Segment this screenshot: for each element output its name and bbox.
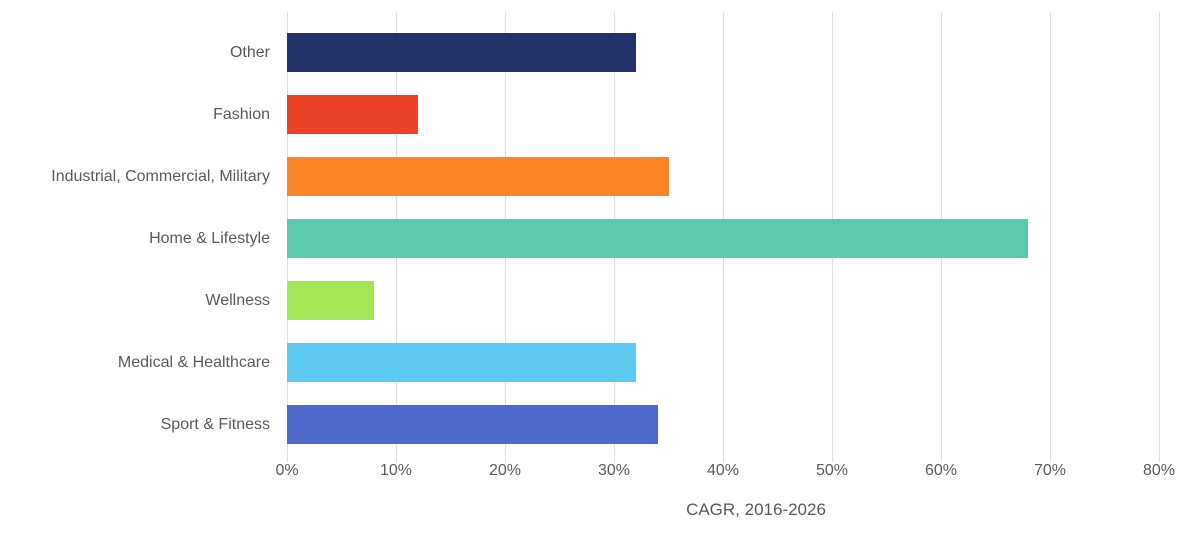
x-tick-label: 10% (379, 462, 413, 479)
x-tick-label: 80% (1142, 462, 1176, 479)
x-tick-label: 30% (597, 462, 631, 479)
bar (287, 343, 636, 382)
gridline (1159, 12, 1160, 462)
bar (287, 95, 418, 134)
bar (287, 219, 1029, 258)
x-tick-label: 0% (275, 462, 299, 479)
bar (287, 281, 375, 320)
category-label: Fashion (213, 105, 270, 123)
x-tick-label: 40% (706, 462, 740, 479)
x-tick-label: 70% (1033, 462, 1067, 479)
x-tick-label: 20% (488, 462, 522, 479)
plot-area (287, 12, 1160, 462)
bar (287, 405, 658, 444)
category-label: Medical & Healthcare (117, 353, 270, 371)
category-label: Home & Lifestyle (149, 229, 270, 247)
x-axis-title: CAGR, 2016-2026 (686, 500, 826, 519)
x-tick-label: 60% (924, 462, 958, 479)
category-label: Sport & Fitness (160, 415, 270, 433)
category-label: Wellness (205, 291, 270, 309)
category-label: Industrial, Commercial, Military (51, 167, 270, 185)
bar (287, 33, 636, 72)
bar (287, 157, 669, 196)
gridline (1050, 12, 1051, 462)
category-label: Other (229, 43, 270, 61)
x-tick-label: 50% (815, 462, 849, 479)
